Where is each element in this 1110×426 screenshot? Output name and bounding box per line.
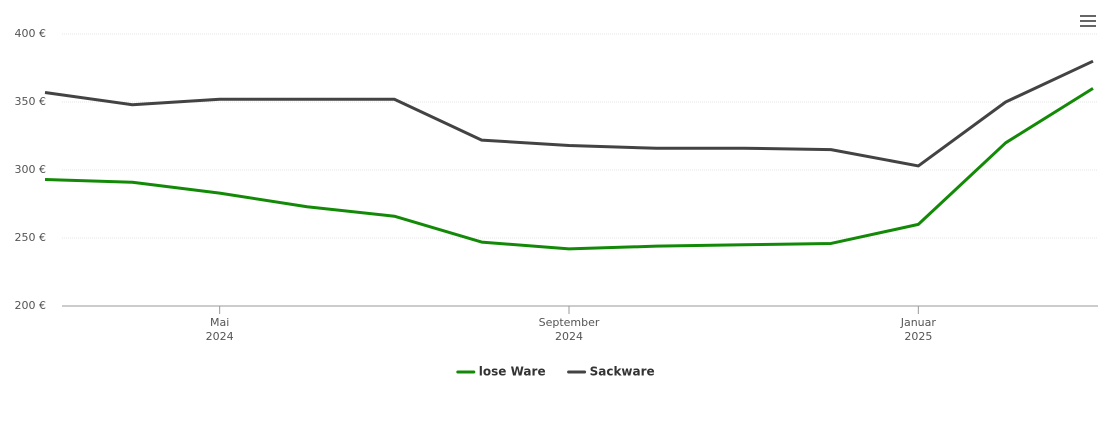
x-tick-label: Januar xyxy=(900,316,937,329)
y-tick-label: 350 € xyxy=(15,95,47,108)
legend-label: lose Ware xyxy=(479,365,546,379)
y-tick-label: 400 € xyxy=(15,27,47,40)
x-tick-label: Mai xyxy=(210,316,229,329)
menu-button[interactable] xyxy=(1080,15,1096,27)
y-tick-label: 300 € xyxy=(15,163,47,176)
series-line xyxy=(44,87,1094,251)
x-tick-year: 2025 xyxy=(904,330,932,343)
menu-icon-bar xyxy=(1080,15,1096,17)
y-tick-label: 200 € xyxy=(15,299,47,312)
x-tick-year: 2024 xyxy=(555,330,583,343)
legend-label: Sackware xyxy=(590,365,655,379)
menu-icon-bar xyxy=(1080,25,1096,27)
legend-item[interactable]: lose Ware xyxy=(456,365,546,379)
x-tick-label: September xyxy=(539,316,600,329)
y-tick-label: 250 € xyxy=(15,231,47,244)
legend-item[interactable]: Sackware xyxy=(567,365,655,379)
series-line xyxy=(44,59,1094,168)
x-tick-year: 2024 xyxy=(206,330,234,343)
menu-icon-bar xyxy=(1080,20,1096,22)
